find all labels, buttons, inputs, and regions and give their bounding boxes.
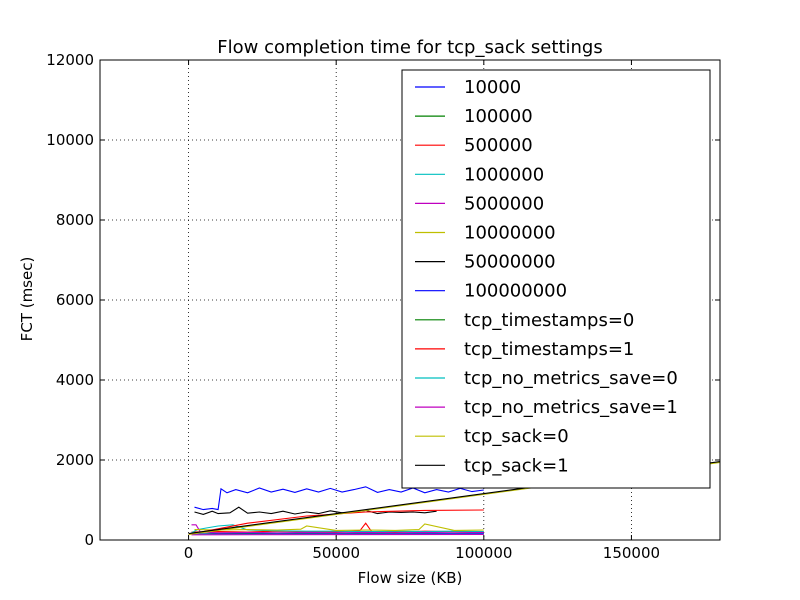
series-line-6	[194, 506, 437, 515]
series-line-3	[191, 524, 484, 534]
axis-ticks: 0 50000 100000 150000 0 2000 4000 6000 8000 10000…	[46, 51, 720, 562]
x-tick-label: 50000	[312, 544, 360, 562]
legend-label: tcp_timestamps=1	[464, 339, 634, 360]
series-line-0	[194, 486, 484, 511]
chart-title: Flow completion time for tcp_sack settin…	[217, 37, 602, 58]
legend-label: 500000	[464, 135, 533, 156]
x-tick-label: 100000	[455, 544, 512, 562]
y-tick-label: 0	[84, 531, 94, 549]
y-tick-label: 6000	[56, 291, 94, 309]
y-axis-label: FCT (msec)	[18, 257, 36, 342]
x-axis-label: Flow size (KB)	[358, 569, 463, 587]
legend-label: tcp_sack=1	[464, 455, 569, 476]
legend-label: 1000000	[464, 164, 544, 185]
legend-label: tcp_no_metrics_save=0	[464, 368, 678, 389]
legend-label: 5000000	[464, 193, 544, 214]
legend-label: 10000000	[464, 223, 556, 244]
y-tick-label: 8000	[56, 211, 94, 229]
legend-label: 100000	[464, 106, 533, 127]
x-tick-label: 150000	[603, 544, 660, 562]
legend-box	[401, 69, 711, 489]
series-line-5	[194, 523, 484, 531]
legend: 10000 100000 500000 1000000 5000000 10000000 5…	[401, 69, 711, 489]
y-tick-label: 12000	[46, 51, 94, 69]
legend-label: 50000000	[464, 252, 556, 273]
y-tick-label: 2000	[56, 451, 94, 469]
y-tick-label: 10000	[46, 131, 94, 149]
legend-label: tcp_timestamps=0	[464, 310, 634, 331]
legend-label: tcp_no_metrics_save=1	[464, 397, 678, 418]
x-tick-label: 0	[184, 544, 194, 562]
legend-label: 10000	[464, 77, 521, 98]
y-tick-label: 4000	[56, 371, 94, 389]
legend-label: 100000000	[464, 281, 567, 302]
legend-label: tcp_sack=0	[464, 426, 569, 447]
